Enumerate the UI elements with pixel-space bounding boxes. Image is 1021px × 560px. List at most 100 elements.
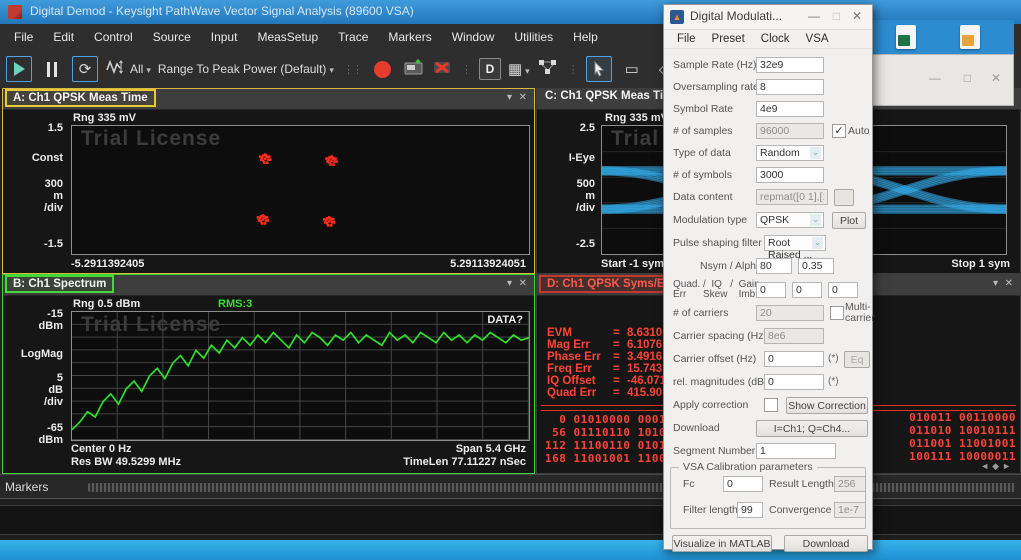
num-symbols-input[interactable] bbox=[756, 167, 824, 183]
pane-b-header[interactable]: B: Ch1 Spectrum ▾ ✕ bbox=[3, 275, 534, 296]
multi-carrier-checkbox[interactable] bbox=[830, 306, 844, 320]
convergence-input[interactable] bbox=[834, 502, 866, 518]
quad-err-input[interactable] bbox=[756, 282, 786, 298]
node-graph-icon[interactable] bbox=[537, 58, 559, 81]
menu-source[interactable]: Source bbox=[152, 30, 191, 44]
pane-b-close-button[interactable]: ✕ bbox=[518, 278, 527, 289]
modulation-type-select[interactable]: QPSK ⌄ bbox=[756, 212, 824, 228]
apply-correction-checkbox[interactable] bbox=[764, 398, 778, 412]
trace-scope-dropdown[interactable]: All ▾ bbox=[130, 62, 151, 76]
carrier-offset-input[interactable] bbox=[764, 351, 824, 367]
result-length-input[interactable] bbox=[834, 476, 866, 492]
play-button[interactable] bbox=[6, 56, 32, 82]
background-window-bar: — □ ✕ bbox=[868, 54, 1014, 106]
pane-c-title[interactable]: C: Ch1 QPSK Meas Time bbox=[545, 90, 680, 102]
field-label: Nsym / Alpha bbox=[700, 260, 762, 272]
field-label: Oversampling rate bbox=[673, 81, 759, 93]
dialog-menu-file[interactable]: File bbox=[677, 32, 696, 45]
eq-button[interactable]: Eq bbox=[844, 351, 870, 368]
range-dropdown[interactable]: Range To Peak Power (Default) ▾ bbox=[157, 62, 334, 76]
iq-skew-input[interactable] bbox=[792, 282, 822, 298]
field-label: Carrier offset (Hz) bbox=[673, 353, 757, 365]
abort-icon[interactable] bbox=[432, 58, 452, 81]
autoscale-waveform-icon[interactable] bbox=[105, 58, 123, 81]
pane-a-close-button[interactable]: ✕ bbox=[518, 92, 527, 103]
dialog-maximize-icon[interactable]: □ bbox=[832, 9, 840, 23]
symbol-rate-input[interactable] bbox=[756, 101, 824, 117]
pane-a-menu-button[interactable]: ▾ bbox=[506, 92, 512, 103]
segment-number-input[interactable] bbox=[756, 443, 836, 459]
dialog-menu-vsa[interactable]: VSA bbox=[805, 32, 829, 45]
pause-button[interactable] bbox=[39, 56, 65, 82]
carrier-spacing-input[interactable] bbox=[764, 328, 824, 344]
field-label: Carrier spacing (Hz) bbox=[673, 330, 767, 342]
markers-panel-grip[interactable] bbox=[88, 483, 1015, 492]
pane-d-scrollbar[interactable]: ◄◆► bbox=[980, 461, 1014, 471]
rel-magnitudes-input[interactable] bbox=[764, 374, 824, 390]
menu-trace[interactable]: Trace bbox=[338, 30, 369, 44]
field-num-symbols: # of symbols bbox=[664, 167, 872, 185]
record-button[interactable] bbox=[370, 56, 396, 82]
num-samples-input[interactable] bbox=[756, 123, 824, 139]
dialog-download-button[interactable]: Download bbox=[784, 535, 868, 552]
gain-imb-input[interactable] bbox=[828, 282, 858, 298]
dialog-titlebar[interactable]: ▲ Digital Modulati... — □ ✕ bbox=[664, 5, 872, 30]
menu-edit[interactable]: Edit bbox=[53, 30, 75, 44]
excel-file-icon[interactable] bbox=[896, 25, 916, 49]
menu-markers[interactable]: Markers bbox=[388, 30, 432, 44]
oversampling-input[interactable] bbox=[756, 79, 824, 95]
sample-rate-input[interactable] bbox=[756, 57, 824, 73]
menu-meassetup[interactable]: MeasSetup bbox=[257, 30, 319, 44]
menu-input[interactable]: Input bbox=[210, 30, 238, 44]
pane-d-title[interactable]: D: Ch1 QPSK Syms/Errs bbox=[539, 275, 688, 293]
mat-file-icon[interactable] bbox=[960, 25, 980, 49]
restart-button[interactable]: ⟳ bbox=[72, 56, 98, 82]
close-icon[interactable]: ✕ bbox=[990, 71, 1001, 85]
pane-b-menu-button[interactable]: ▾ bbox=[506, 278, 512, 289]
dialog-close-icon[interactable]: ✕ bbox=[851, 9, 862, 23]
data-content-input[interactable] bbox=[756, 189, 828, 205]
pane-d-menu-button[interactable]: ▾ bbox=[992, 278, 998, 289]
maximize-icon[interactable]: □ bbox=[963, 71, 971, 85]
menu-file[interactable]: File bbox=[14, 30, 34, 44]
select-cursor-button[interactable] bbox=[585, 56, 612, 82]
fc-input[interactable] bbox=[723, 476, 763, 492]
display-capture-icon[interactable] bbox=[403, 58, 425, 81]
digital-demod-window-button[interactable]: D bbox=[478, 58, 501, 80]
filter-length-label: Filter length bbox=[683, 504, 738, 516]
num-carriers-input[interactable] bbox=[756, 305, 824, 321]
spectrum-plot[interactable]: Trial License DATA? bbox=[71, 311, 530, 441]
auto-checkbox[interactable]: ✓ bbox=[832, 124, 846, 138]
pane-b-title[interactable]: B: Ch1 Spectrum bbox=[5, 275, 115, 293]
layout-grid-icon[interactable]: ▦ ▾ bbox=[507, 60, 530, 78]
download-channels-button[interactable]: I=Ch1; Q=Ch4... bbox=[756, 420, 868, 437]
plot-button[interactable]: Plot bbox=[832, 212, 866, 229]
visualize-matlab-button[interactable]: Visualize in MATLAB bbox=[672, 535, 772, 552]
pane-d-close-button[interactable]: ✕ bbox=[1004, 278, 1013, 289]
nsym-input[interactable] bbox=[756, 258, 792, 274]
menu-window[interactable]: Window bbox=[451, 30, 495, 44]
menu-utilities[interactable]: Utilities bbox=[514, 30, 554, 44]
filter-length-input[interactable] bbox=[737, 502, 763, 518]
menu-help[interactable]: Help bbox=[573, 30, 598, 44]
dialog-minimize-icon[interactable]: — bbox=[808, 9, 820, 23]
show-correction-button[interactable]: Show Correction bbox=[786, 397, 868, 414]
symbol-bits-left: 0 01010000 0001 56 01110110 1010 112 111… bbox=[545, 413, 667, 465]
constellation-plot[interactable]: Trial License bbox=[71, 125, 530, 255]
data-content-browse-button[interactable] bbox=[834, 189, 854, 206]
y-axis-top: 2.5 bbox=[579, 122, 595, 134]
menu-control[interactable]: Control bbox=[94, 30, 133, 44]
field-label: # of samples bbox=[673, 125, 733, 137]
type-of-data-select[interactable]: Random ⌄ bbox=[756, 145, 824, 161]
x-axis-left: -5.2911392405 bbox=[71, 258, 145, 270]
pane-a-title[interactable]: A: Ch1 QPSK Meas Time bbox=[5, 89, 156, 107]
dialog-menu-preset[interactable]: Preset bbox=[711, 32, 745, 45]
pane-a-header[interactable]: A: Ch1 QPSK Meas Time ▾ ✕ bbox=[3, 89, 534, 110]
dialog-menu-clock[interactable]: Clock bbox=[760, 32, 790, 45]
y-scale-value: 5 bbox=[56, 372, 63, 384]
minimize-icon[interactable]: — bbox=[929, 71, 941, 85]
pulse-shaping-select[interactable]: Root Raised ... ⌄ bbox=[764, 235, 826, 261]
alpha-input[interactable] bbox=[798, 258, 834, 274]
zoom-rect-button[interactable]: ▭ bbox=[619, 56, 645, 82]
fc-label: Fc bbox=[683, 478, 695, 490]
